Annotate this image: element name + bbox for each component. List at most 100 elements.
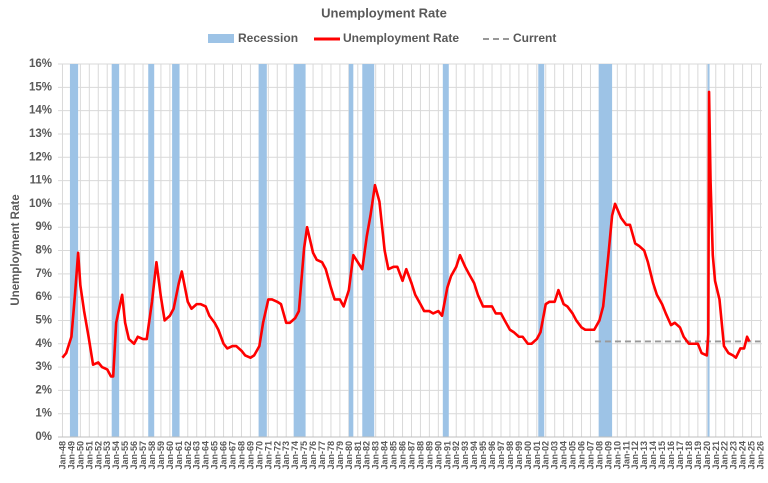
x-tick-label: Jan-83	[371, 441, 381, 470]
recession-band	[111, 64, 120, 437]
x-tick-label: Jan-55	[120, 441, 130, 470]
x-tick-label: Jan-85	[389, 441, 399, 470]
x-tick-label: Jan-10	[612, 441, 622, 470]
x-tick-label: Jan-79	[335, 441, 345, 470]
x-tick-label: Jan-78	[326, 441, 336, 470]
recession-band	[172, 64, 180, 437]
x-tick-label: Jan-73	[281, 441, 291, 470]
y-tick-label: 12%	[29, 151, 52, 163]
x-tick-label: Jan-86	[398, 441, 408, 470]
x-tick-label: Jan-20	[702, 441, 712, 470]
y-axis-label: Unemployment Rate	[10, 194, 22, 305]
recession-band	[442, 64, 449, 437]
x-tick-label: Jan-04	[559, 441, 569, 470]
y-tick-label: 13%	[29, 128, 52, 140]
y-tick-label: 1%	[35, 408, 52, 420]
y-tick-label: 5%	[35, 314, 52, 326]
x-tick-label: Jan-05	[568, 441, 578, 470]
grid	[58, 63, 762, 438]
recession-band	[348, 64, 354, 437]
x-tick-label: Jan-14	[648, 441, 658, 470]
legend-swatch	[208, 34, 234, 43]
x-tick-label: Jan-97	[496, 441, 506, 470]
x-tick-label: Jan-63	[192, 441, 202, 470]
x-tick-label: Jan-81	[353, 441, 363, 470]
x-tick-label: Jan-75	[299, 441, 309, 470]
x-tick-label: Jan-26	[756, 441, 766, 470]
x-tick-label: Jan-76	[308, 441, 318, 470]
x-tick-label: Jan-13	[639, 441, 649, 470]
x-tick-label: Jan-60	[165, 441, 175, 470]
x-tick-label: Jan-52	[93, 441, 103, 470]
x-tick-label: Jan-12	[630, 441, 640, 470]
recession-band	[362, 64, 375, 437]
x-tick-label: Jan-71	[263, 441, 273, 470]
x-tick-label: Jan-89	[424, 441, 434, 470]
x-tick-label: Jan-18	[684, 441, 694, 470]
x-tick-label: Jan-61	[174, 441, 184, 470]
y-tick-label: 2%	[35, 384, 52, 396]
y-tick-label: 14%	[29, 105, 52, 117]
x-tick-label: Jan-58	[147, 441, 157, 470]
x-tick-label: Jan-84	[380, 441, 390, 470]
y-tick-label: 16%	[29, 58, 52, 70]
x-tick-label: Jan-77	[317, 441, 327, 470]
x-tick-label: Jan-90	[433, 441, 443, 470]
x-tick-label: Jan-03	[550, 441, 560, 470]
x-tick-label: Jan-93	[460, 441, 470, 470]
recession-band	[69, 64, 79, 437]
x-tick-label: Jan-08	[594, 441, 604, 470]
x-tick-label: Jan-24	[738, 441, 748, 470]
legend-label: Current	[513, 31, 556, 45]
y-tick-label: 8%	[35, 245, 52, 257]
x-tick-label: Jan-09	[603, 441, 613, 470]
x-tick-label: Jan-65	[210, 441, 220, 470]
line-series	[61, 90, 751, 378]
x-tick-label: Jan-22	[720, 441, 730, 470]
x-tick-label: Jan-70	[254, 441, 264, 470]
x-tick-label: Jan-02	[541, 441, 551, 470]
x-tick-label: Jan-91	[442, 441, 452, 470]
x-tick-label: Jan-16	[666, 441, 676, 470]
x-tick-label: Jan-62	[183, 441, 193, 470]
x-tick-label: Jan-92	[451, 441, 461, 470]
x-tick-label: Jan-96	[487, 441, 497, 470]
x-tick-label: Jan-64	[201, 441, 211, 470]
x-tick-label: Jan-99	[514, 441, 524, 470]
x-tick-label: Jan-23	[729, 441, 739, 470]
x-tick-label: Jan-94	[469, 441, 479, 470]
recession-band	[598, 64, 613, 437]
recession-band	[293, 64, 306, 437]
x-tick-label: Jan-49	[66, 441, 76, 470]
legend-label: Recession	[238, 31, 298, 45]
y-tick-label: 11%	[30, 175, 52, 187]
x-tick-label: Jan-51	[84, 441, 94, 470]
x-tick-label: Jan-67	[228, 441, 238, 470]
x-tick-label: Jan-07	[585, 441, 595, 470]
x-tick-label: Jan-98	[505, 441, 515, 470]
x-tick-label: Jan-69	[245, 441, 255, 470]
y-tick-label: 4%	[35, 338, 52, 350]
x-tick-label: Jan-66	[219, 441, 229, 470]
x-tick-label: Jan-53	[102, 441, 112, 470]
x-tick-label: Jan-21	[711, 441, 721, 470]
recession-band	[258, 64, 267, 437]
x-tick-label: Jan-80	[344, 441, 354, 470]
x-tick-label: Jan-56	[129, 441, 139, 470]
x-tick-label: Jan-11	[621, 441, 631, 469]
y-tick-label: 0%	[35, 431, 52, 443]
x-tick-label: Jan-87	[406, 441, 416, 470]
recession-band	[148, 64, 155, 437]
y-tick-label: 7%	[35, 268, 52, 280]
x-tick-label: Jan-74	[290, 441, 300, 470]
x-tick-label: Jan-54	[111, 441, 121, 470]
x-tick-label: Jan-95	[478, 441, 488, 470]
y-tick-label: 10%	[29, 198, 52, 210]
x-tick-label: Jan-00	[523, 441, 533, 470]
y-tick-label: 15%	[29, 81, 52, 93]
legend-label: Unemployment Rate	[343, 31, 459, 45]
x-tick-label: Jan-72	[272, 441, 282, 470]
x-tick-label: Jan-25	[747, 441, 757, 470]
x-tick-label: Jan-19	[693, 441, 703, 470]
